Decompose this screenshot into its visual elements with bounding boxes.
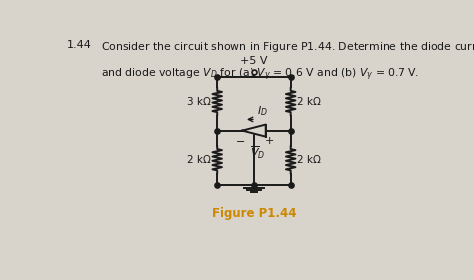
Text: $-$: $-$ — [235, 134, 245, 144]
Text: and diode voltage $V_D$ for (a) $V_\gamma$ = 0.6 V and (b) $V_\gamma$ = 0.7 V.: and diode voltage $V_D$ for (a) $V_\gamm… — [101, 67, 419, 83]
Text: 2 kΩ: 2 kΩ — [297, 97, 321, 106]
Polygon shape — [242, 125, 266, 137]
Text: Figure P1.44: Figure P1.44 — [212, 207, 296, 220]
Text: Consider the circuit shown in Figure P1.44. Determine the diode current $I_D$: Consider the circuit shown in Figure P1.… — [101, 40, 474, 54]
Text: 1.44: 1.44 — [66, 40, 91, 50]
Text: +5 V: +5 V — [240, 56, 268, 66]
Text: 3 kΩ: 3 kΩ — [187, 97, 210, 106]
Text: $\overline{V}_D$: $\overline{V}_D$ — [249, 144, 265, 160]
Text: 2 kΩ: 2 kΩ — [297, 155, 321, 165]
Text: $+$: $+$ — [264, 134, 274, 146]
Text: $I_D$: $I_D$ — [257, 104, 268, 118]
Text: 2 kΩ: 2 kΩ — [187, 155, 210, 165]
